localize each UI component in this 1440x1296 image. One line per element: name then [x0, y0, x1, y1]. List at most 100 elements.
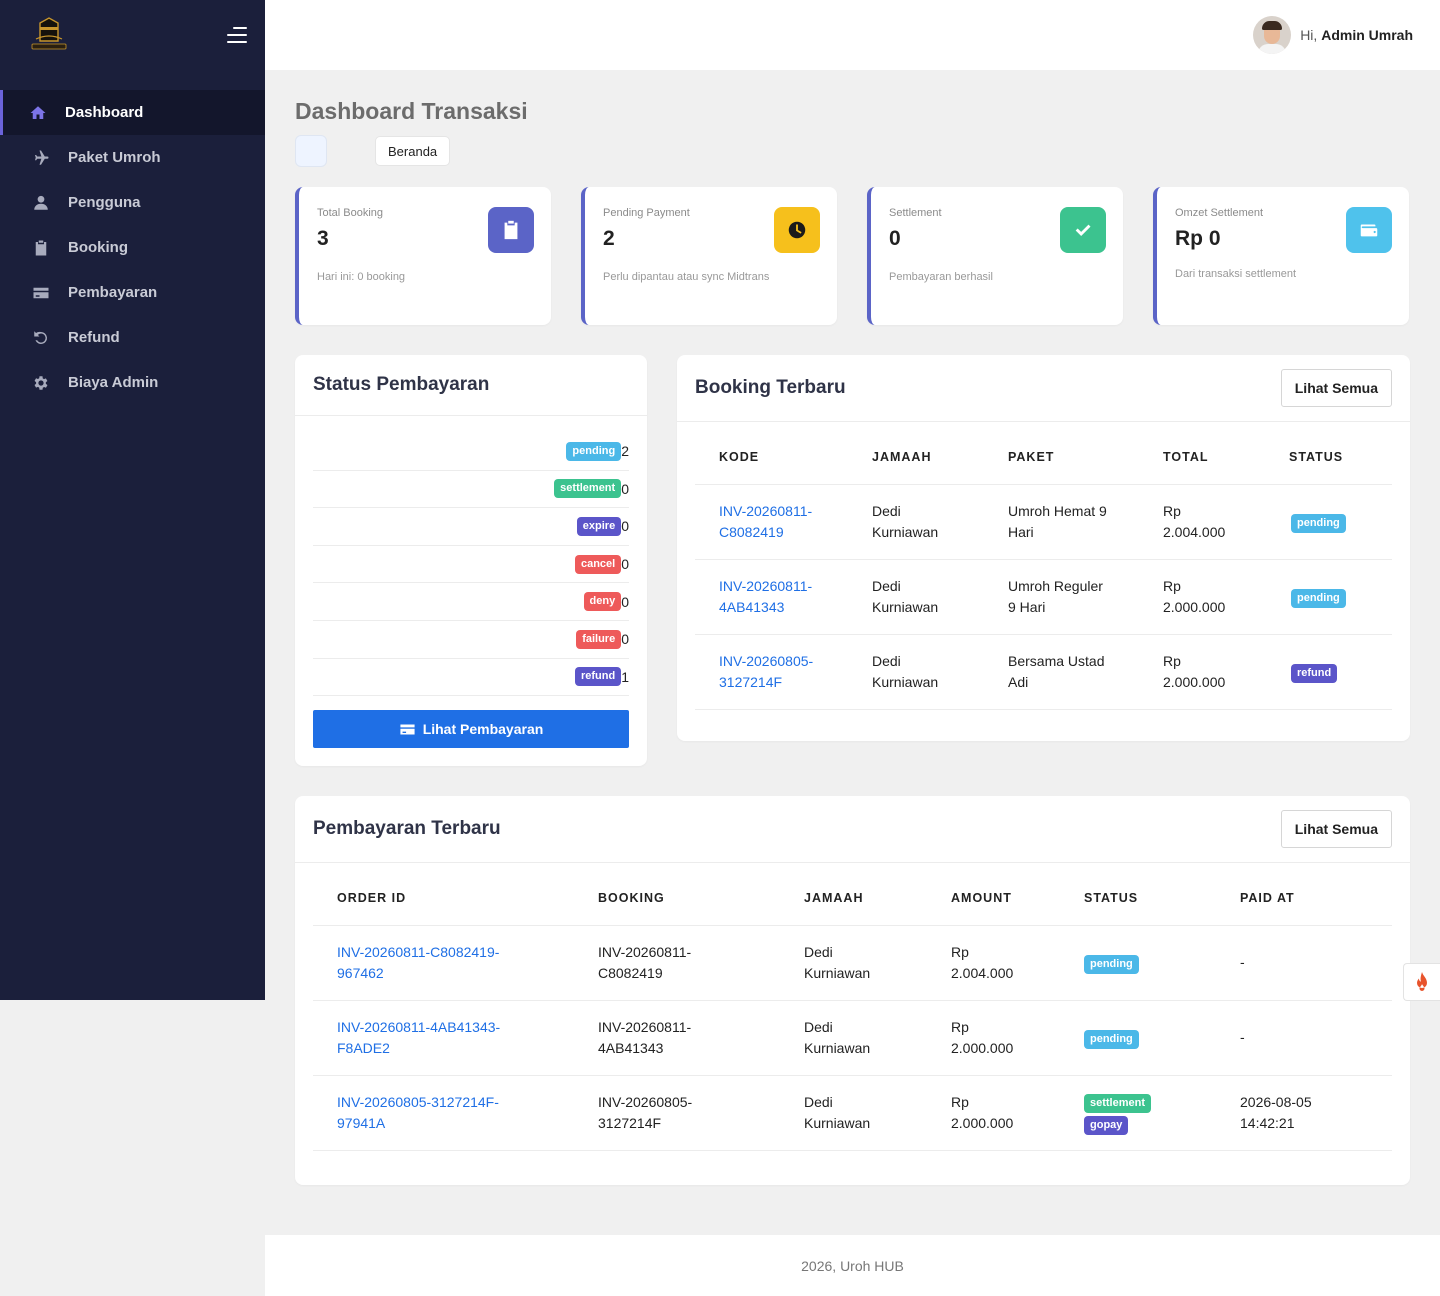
column-header: BOOKING — [598, 890, 665, 905]
status-row-deny: deny 0 — [313, 583, 629, 621]
column-header: STATUS — [1289, 449, 1344, 464]
footer: 2026, Uroh HUB — [265, 1235, 1440, 1296]
stat-label: Omzet Settlement — [1175, 207, 1264, 219]
card-header: Booking Terbaru Lihat Semua — [677, 355, 1410, 422]
total-cell: Rp 2.000.000 — [1163, 558, 1289, 634]
brand-logo[interactable] — [26, 15, 72, 55]
booking-code-link[interactable]: INV-20260811- 4AB41343 — [719, 577, 813, 615]
status-count: 0 — [621, 518, 629, 535]
view-all-payments-button[interactable]: Lihat Semua — [1280, 810, 1392, 848]
latest-booking-card: Booking Terbaru Lihat Semua KODE JAMAAH … — [677, 355, 1410, 741]
booking-code-link[interactable]: INV-20260805- 3127214F — [719, 652, 814, 690]
stat-label: Total Booking — [317, 207, 384, 219]
order-id-link[interactable]: INV-20260811-4AB41343- F8ADE2 — [337, 1018, 501, 1056]
main-content: Dashboard Transaksi Beranda Total Bookin… — [295, 70, 1410, 1185]
card-header: Pembayaran Terbaru Lihat Semua — [295, 796, 1410, 863]
sidebar-item-label: Booking — [68, 239, 128, 256]
user-greeting[interactable]: Hi, Admin Umrah — [1300, 27, 1413, 43]
order-id-link[interactable]: INV-20260805-3127214F- 97941A — [337, 1093, 499, 1131]
sidebar: Dashboard Paket Umroh Pengguna Booking P… — [0, 0, 265, 1000]
status-count: 0 — [621, 556, 629, 573]
jamaah-cell: Dedi Kurniawan — [804, 999, 951, 1075]
sidebar-item-dashboard[interactable]: Dashboard — [0, 90, 265, 135]
summary-row: Status Pembayaran pending 2 settlement 0… — [295, 355, 1410, 766]
jamaah-cell: Dedi Kurniawan — [872, 483, 1008, 559]
kaaba-logo-icon — [31, 17, 67, 50]
status-row-failure: failure 0 — [313, 621, 629, 659]
user-icon — [31, 193, 51, 213]
sidebar-item-booking[interactable]: Booking — [0, 225, 265, 270]
column-header: TOTAL — [1163, 449, 1209, 464]
status-badge: pending — [1291, 588, 1346, 608]
booking-code-link[interactable]: INV-20260811- C8082419 — [719, 502, 813, 540]
topbar: Hi, Admin Umrah — [265, 0, 1440, 70]
card-title: Booking Terbaru — [695, 377, 846, 398]
status-count: 0 — [621, 631, 629, 648]
booking-cell: INV-20260811- 4AB41343 — [598, 999, 804, 1075]
amount-cell: Rp 2.000.000 — [951, 1074, 1084, 1151]
status-badge: refund — [574, 667, 622, 687]
stat-value: 3 — [317, 227, 329, 250]
sidebar-item-label: Refund — [68, 329, 120, 346]
breadcrumb-home-link[interactable] — [295, 135, 327, 167]
stat-card-total-booking: Total Booking 3 Hari ini: 0 booking — [295, 187, 551, 325]
status-badge: expire — [576, 516, 622, 536]
status-badge: pending — [1084, 954, 1139, 974]
latest-payment-card: Pembayaran Terbaru Lihat Semua ORDER ID … — [295, 796, 1410, 1185]
page-title: Dashboard Transaksi — [295, 98, 528, 124]
sidebar-item-paket-umroh[interactable]: Paket Umroh — [0, 135, 265, 180]
column-header: JAMAAH — [872, 449, 932, 464]
column-header: KODE — [719, 449, 760, 464]
payment-table: ORDER ID BOOKING JAMAAH AMOUNT STATUS PA… — [313, 863, 1392, 1151]
total-cell: Rp 2.000.000 — [1163, 633, 1289, 710]
sidebar-item-label: Pembayaran — [68, 284, 158, 301]
table-row: INV-20260805- 3127214F Dedi Kurniawan Bers… — [695, 633, 1392, 710]
status-row-pending: pending 2 — [313, 433, 629, 471]
status-badge: settlement — [1084, 1093, 1152, 1113]
plane-icon — [31, 148, 51, 168]
total-cell: Rp 2.004.000 — [1163, 483, 1289, 559]
card-title: Status Pembayaran — [313, 374, 490, 395]
avatar[interactable] — [1253, 16, 1292, 54]
order-id-link[interactable]: INV-20260811-C8082419- 967462 — [337, 943, 500, 981]
view-payments-button[interactable]: Lihat Pembayaran — [313, 710, 629, 749]
status-row-settlement: settlement 0 — [313, 471, 629, 509]
column-header: ORDER ID — [337, 890, 407, 905]
breadcrumb-item[interactable]: Beranda — [375, 136, 451, 166]
stat-label: Settlement — [889, 207, 942, 219]
table-row: INV-20260811-C8082419- 967462 INV-2026081… — [313, 924, 1392, 1000]
paid-at-cell: - — [1240, 999, 1392, 1075]
stat-card-pending-payment: Pending Payment 2 Perlu dipantau atau sy… — [581, 187, 837, 325]
sidebar-item-pembayaran[interactable]: Pembayaran — [0, 270, 265, 315]
paket-cell: Umroh Reguler 9 Hari — [1008, 558, 1163, 634]
jamaah-cell: Dedi Kurniawan — [872, 558, 1008, 634]
sidebar-item-refund[interactable]: Refund — [0, 315, 265, 360]
sidebar-header — [0, 0, 265, 70]
clipboard-icon — [488, 207, 534, 253]
wallet-icon — [1346, 207, 1392, 253]
status-count: 2 — [621, 443, 629, 460]
greeting-prefix: Hi, — [1300, 27, 1318, 43]
sidebar-item-biaya-admin[interactable]: Biaya Admin — [0, 360, 265, 405]
status-count: 1 — [621, 668, 629, 685]
stat-label: Pending Payment — [603, 207, 690, 219]
jamaah-cell: Dedi Kurniawan — [872, 633, 1008, 710]
stat-note: Pembayaran berhasil — [889, 271, 993, 283]
stat-note: Perlu dipantau atau sync Midtrans — [603, 271, 770, 283]
sidebar-toggle-button[interactable] — [225, 27, 247, 43]
debug-toolbar-button[interactable] — [1403, 963, 1440, 1001]
status-row-expire: expire 0 — [313, 508, 629, 546]
clock-icon — [774, 207, 820, 253]
credit-card-icon — [31, 283, 51, 303]
table-row: INV-20260811-4AB41343- F8ADE2 INV-2026081… — [313, 999, 1392, 1075]
paid-at-cell: 2026-08-05 14:42:21 — [1240, 1074, 1392, 1151]
view-all-bookings-button[interactable]: Lihat Semua — [1280, 369, 1392, 407]
sidebar-item-label: Biaya Admin — [68, 374, 159, 391]
jamaah-cell: Dedi Kurniawan — [804, 924, 951, 1000]
column-header: AMOUNT — [951, 890, 1012, 905]
breadcrumb: Beranda — [295, 135, 1410, 167]
status-count: 0 — [621, 593, 629, 610]
sidebar-item-pengguna[interactable]: Pengguna — [0, 180, 265, 225]
clipboard-icon — [31, 238, 51, 258]
button-label: Lihat Pembayaran — [422, 721, 544, 738]
